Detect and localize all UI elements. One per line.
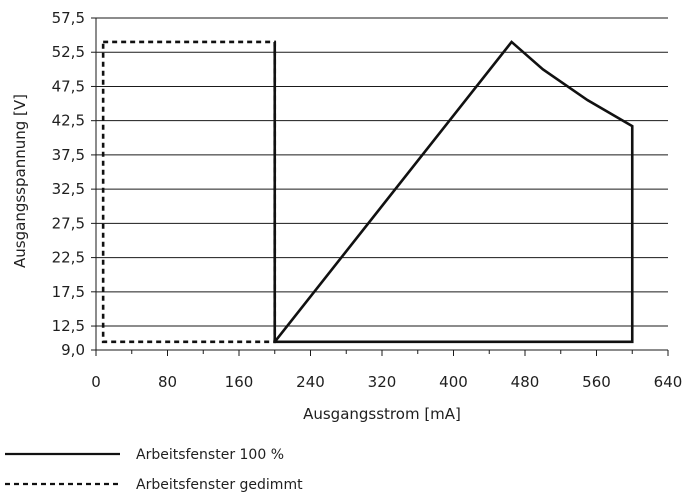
x-tick-label: 0 [91,373,101,391]
x-tick-label: 80 [158,373,177,391]
x-tick-label: 560 [582,373,611,391]
y-tick-label: 17,5 [52,283,85,301]
y-axis-title: Ausgangsspannung [V] [11,94,29,268]
y-tick-label: 42,5 [52,112,85,130]
y-tick-label: 27,5 [52,214,85,232]
x-tick-label: 480 [511,373,540,391]
y-tick-label: 47,5 [52,77,85,95]
axis-layer [95,18,668,351]
y-tick-label: 57,5 [52,9,85,27]
y-tick-label: 32,5 [52,180,85,198]
legend-label-dimmed: Arbeitsfenster gedimmt [136,477,303,493]
y-tick-label: 37,5 [52,146,85,164]
x-axis-title: Ausgangsstrom [mA] [303,405,461,423]
legend: Arbeitsfenster 100 % Arbeitsfenster gedi… [5,447,303,493]
series-working-window-100 [273,40,634,344]
grid-layer [96,17,668,327]
y-tick-label: 12,5 [52,317,85,335]
y-tick-label: 22,5 [52,249,85,267]
x-tick-label: 240 [296,373,325,391]
series-working-window-dimmed [101,40,277,344]
x-tick-label: 320 [368,373,397,391]
tick-layer: 9,0 12,5 17,5 22,5 27,5 32,5 37,5 42,5 47,5 52,5 5… [52,9,683,391]
x-tick-label: 640 [654,373,683,391]
x-tick-label: 400 [439,373,468,391]
series-layer [101,40,634,344]
x-tick-label: 160 [225,373,254,391]
legend-label-full: Arbeitsfenster 100 % [136,447,284,463]
y-tick-label: 52,5 [52,43,85,61]
y-tick-label: 9,0 [61,341,85,359]
